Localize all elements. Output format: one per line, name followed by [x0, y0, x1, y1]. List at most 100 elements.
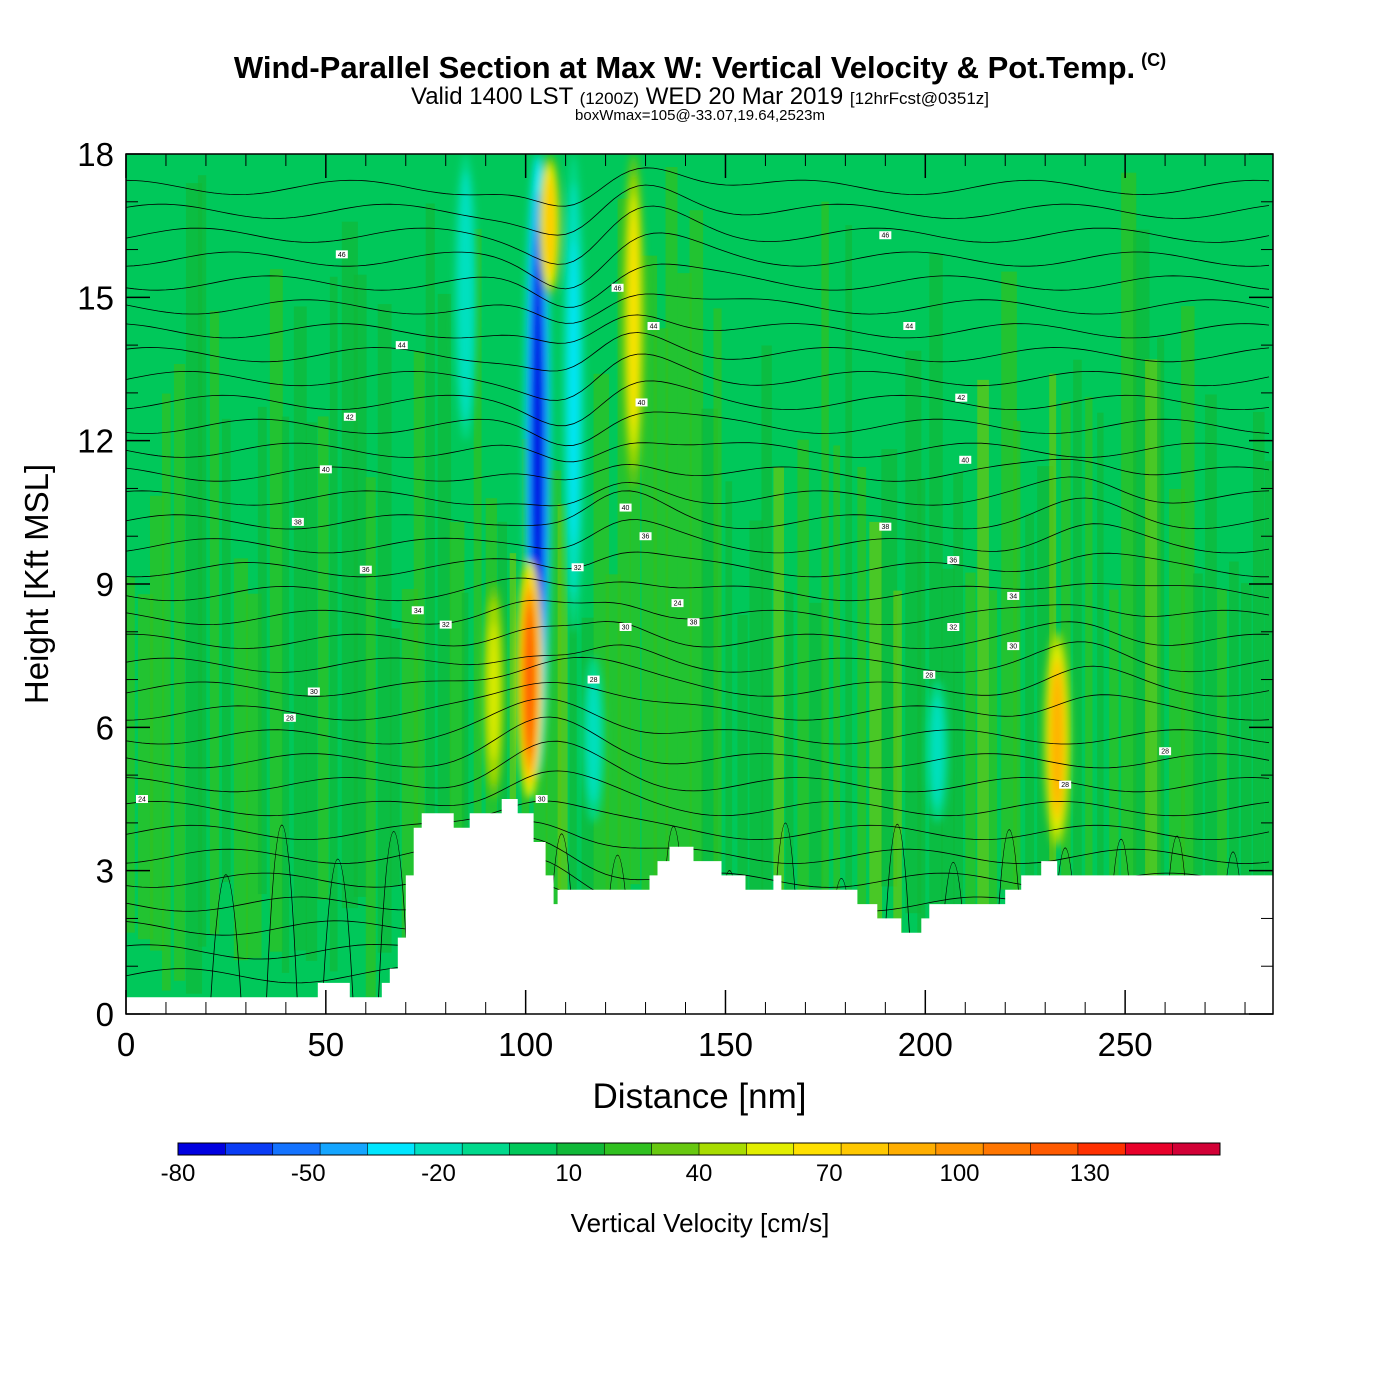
velocity-stripe	[149, 495, 165, 951]
copyright-mark: (C)	[1141, 50, 1167, 70]
velocity-stripe	[845, 225, 853, 913]
theta-contour	[126, 232, 1270, 290]
colorbar-tick-label: 70	[816, 1160, 843, 1187]
theta-label: 30	[307, 687, 320, 696]
velocity-cell	[589, 685, 598, 793]
theta-contour	[126, 641, 1270, 673]
velocity-stripe	[857, 466, 867, 967]
velocity-cell	[569, 240, 578, 546]
colorbar-swatch	[1172, 1143, 1221, 1155]
box-wmax-info: boxWmax=105@-33.07,19.64,2523m	[575, 107, 825, 124]
theta-label: 44	[903, 322, 916, 331]
valid-date: WED 20 Mar 2019	[645, 83, 844, 110]
theta-contour	[126, 184, 1270, 236]
velocity-stripe	[785, 591, 794, 932]
velocity-stripe	[1025, 513, 1035, 959]
theta-label-text: 44	[398, 343, 406, 350]
theta-label-text: 40	[961, 457, 969, 464]
velocity-stripe	[245, 593, 262, 958]
theta-contour	[321, 858, 355, 1014]
y-tick-label: 3	[96, 853, 114, 890]
forecast-info: [12hrFcst@0351z]	[849, 89, 990, 108]
colorbar-swatch	[509, 1143, 558, 1155]
theta-contour	[126, 682, 1270, 721]
colorbar-tick-label: -50	[291, 1160, 326, 1187]
colorbar-swatch	[1030, 1143, 1079, 1155]
theta-contour	[126, 411, 1270, 447]
y-tick-label: 15	[77, 279, 114, 316]
theta-contour	[126, 656, 1270, 697]
valid-time: Valid 1400 LST	[410, 83, 573, 110]
colorbar-swatch	[841, 1143, 889, 1155]
velocity-stripe	[377, 304, 392, 953]
theta-contour	[126, 332, 1270, 372]
theta-label: 28	[1059, 780, 1072, 789]
colorbar-swatch	[1077, 1143, 1126, 1155]
velocity-stripe	[329, 276, 338, 972]
theta-contour	[126, 353, 1270, 401]
theta-label-text: 24	[674, 601, 682, 608]
velocity-stripe	[1121, 172, 1137, 920]
y-axis-label: Height [Kft MSL]	[18, 464, 55, 704]
velocity-stripe	[126, 576, 135, 933]
velocity-stripe	[881, 449, 898, 887]
velocity-stripe	[833, 445, 841, 974]
colorbar-tick-label: 100	[939, 1160, 979, 1187]
chart-title: Wind-Parallel Section at Max W: Vertical…	[0, 50, 1400, 86]
theta-label-text: 38	[294, 519, 302, 526]
velocity-stripe	[1193, 573, 1203, 971]
theta-contour	[126, 800, 1270, 841]
theta-label-text: 44	[905, 324, 913, 331]
colorbar-tick-label: 10	[555, 1160, 582, 1187]
theta-label: 40	[635, 398, 648, 407]
velocity-stripe	[209, 310, 220, 934]
theta-label: 36	[359, 565, 372, 574]
theta-label-text: 32	[574, 565, 582, 572]
velocity-stripe	[269, 269, 283, 952]
velocity-cell	[545, 179, 554, 272]
theta-contour	[126, 458, 1270, 482]
theta-label-text: 34	[414, 608, 422, 615]
colorbar-swatch	[746, 1143, 795, 1155]
colorbar-swatch	[178, 1143, 226, 1155]
colorbar-swatch	[604, 1143, 652, 1155]
theta-label-text: 28	[925, 672, 933, 679]
velocity-stripe	[281, 416, 290, 973]
theta-contour	[126, 740, 1270, 793]
colorbar-swatch	[462, 1143, 510, 1155]
velocity-stripe	[425, 203, 435, 905]
velocity-stripe	[161, 393, 171, 991]
theta-label: 42	[955, 393, 968, 402]
velocity-stripe	[893, 590, 902, 951]
theta-contour	[126, 577, 1270, 602]
velocity-cell	[461, 205, 470, 390]
theta-label-text: 28	[1061, 782, 1069, 789]
theta-contour	[126, 519, 1270, 554]
utc-time: (1200Z)	[579, 89, 640, 108]
theta-label-text: 30	[310, 689, 318, 696]
theta-contour	[126, 716, 1270, 769]
velocity-stripe	[1001, 271, 1017, 890]
theta-contour	[209, 874, 243, 1014]
velocity-stripe	[221, 418, 231, 882]
velocity-stripe	[293, 306, 307, 951]
theta-contour	[265, 825, 299, 1014]
x-tick-label: 0	[117, 1026, 135, 1063]
velocity-stripe	[749, 520, 764, 922]
velocity-stripe	[977, 379, 989, 911]
theta-label: 46	[611, 283, 624, 292]
theta-label: 44	[647, 322, 660, 331]
velocity-stripe	[1181, 306, 1195, 983]
velocity-stripe	[197, 175, 207, 947]
theta-label-text: 46	[338, 252, 346, 259]
velocity-stripe	[773, 467, 784, 979]
colorbar-swatch	[320, 1143, 368, 1155]
velocity-stripe	[629, 208, 641, 885]
colorbar-swatch	[556, 1143, 605, 1155]
theta-label-text: 42	[346, 414, 354, 421]
theta-label-text: 34	[1009, 593, 1017, 600]
theta-contour	[126, 205, 1270, 265]
velocity-stripe	[437, 293, 452, 982]
theta-contour	[126, 821, 1270, 864]
